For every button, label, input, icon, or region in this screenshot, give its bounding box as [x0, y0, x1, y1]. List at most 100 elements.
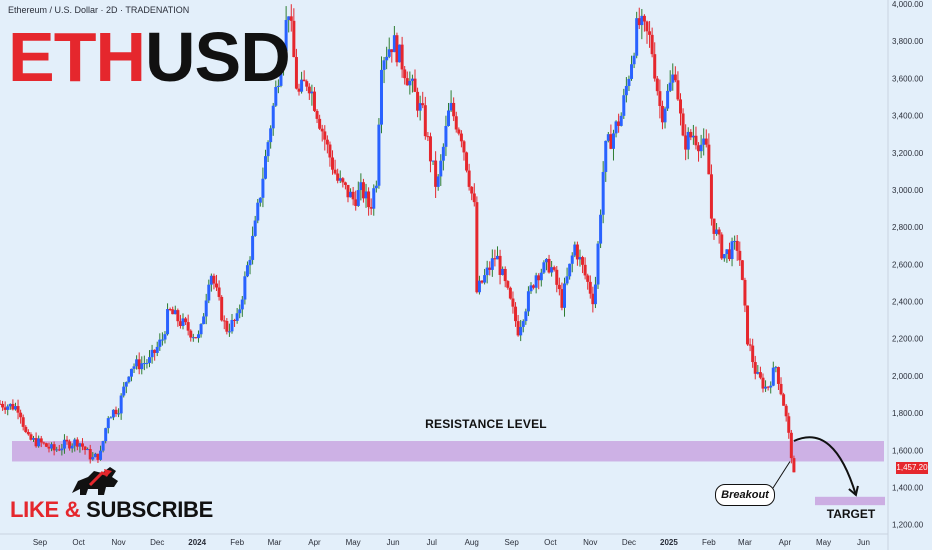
x-tick-label: Nov [583, 538, 597, 547]
candle-body [565, 276, 569, 284]
candle-body [243, 276, 247, 300]
candle-body [635, 18, 639, 56]
y-tick-label: 2,600.00 [892, 260, 924, 269]
candle-body [148, 357, 152, 363]
candle-body [1, 403, 5, 408]
x-tick-label: May [816, 538, 831, 547]
candle-body [588, 281, 592, 294]
page-title: ETHUSD [8, 18, 291, 96]
x-tick-label: Sep [33, 538, 48, 547]
x-tick-label: Sep [505, 538, 520, 547]
candle-body [771, 367, 775, 386]
candle-body [542, 262, 546, 273]
candle-body [78, 443, 82, 447]
candle-body [119, 395, 123, 414]
y-tick-label: 1,200.00 [892, 521, 924, 530]
candle-body [364, 191, 368, 199]
candle-body [586, 275, 590, 282]
candle-body [673, 74, 677, 81]
candle-body [653, 54, 657, 79]
candle-body [300, 79, 304, 92]
candle-body [514, 306, 518, 322]
resistance-level-label: RESISTANCE LEVEL [425, 417, 547, 431]
candle-body [142, 363, 146, 365]
candle-body [563, 283, 567, 308]
candle-body [279, 69, 283, 86]
candle-body [511, 298, 515, 307]
candle-body [361, 182, 365, 199]
candle-body [266, 142, 270, 157]
candle-body [663, 108, 667, 123]
candle-body [104, 428, 108, 442]
candle-body [444, 125, 448, 147]
candle-body [782, 394, 786, 406]
candle-body [351, 191, 355, 200]
candle-body [122, 386, 126, 396]
like-subscribe-banner[interactable]: LIKE & SUBSCRIBE [10, 497, 213, 523]
candle-body [297, 88, 301, 92]
y-tick-label: 1,400.00 [892, 484, 924, 493]
candle-body [575, 244, 579, 260]
candle-body [282, 51, 286, 70]
y-tick-label: 1,600.00 [892, 446, 924, 455]
projection-arrow-path [793, 436, 857, 496]
candle-body [416, 91, 420, 111]
candle-body [751, 345, 755, 363]
candle-body [191, 337, 195, 339]
candle-body [503, 268, 507, 282]
candle-body [359, 182, 363, 191]
x-tick-label: 2025 [660, 538, 678, 547]
candle-body [369, 207, 373, 209]
x-tick-label: Feb [702, 538, 716, 547]
candle-body [746, 305, 750, 345]
x-tick-label: 2024 [188, 538, 206, 547]
candle-body [320, 128, 324, 132]
candle-body [382, 60, 386, 70]
candle-body [217, 287, 221, 297]
candle-body [431, 160, 435, 162]
like-text: LIKE & [10, 497, 81, 522]
candle-body [447, 110, 451, 126]
candle-body [488, 267, 492, 270]
candle-body [722, 254, 726, 259]
candle-body [202, 316, 206, 325]
projection-arrow-head [848, 485, 859, 497]
candle-body [47, 446, 51, 449]
candle-body [776, 367, 780, 384]
candle-body [410, 78, 414, 81]
candle-body [717, 229, 721, 235]
y-tick-label: 2,000.00 [892, 372, 924, 381]
candle-body [29, 434, 33, 440]
candle-body [222, 320, 226, 322]
candle-body [32, 438, 36, 440]
candle-body [204, 300, 208, 317]
candle-body [163, 334, 167, 340]
candle-body [689, 131, 693, 138]
candle-body [604, 140, 608, 172]
candle-body [457, 129, 461, 134]
candle-body [709, 174, 713, 219]
candle-body [699, 144, 703, 152]
candle-body [287, 16, 291, 20]
resistance-zone [12, 441, 884, 462]
candle-body [544, 258, 548, 263]
candle-body [485, 267, 489, 276]
candle-body [676, 80, 680, 100]
candle-body [630, 64, 634, 79]
candle-body [274, 86, 278, 106]
x-tick-label: Aug [465, 538, 479, 547]
candle-body [740, 260, 744, 280]
candle-body [642, 15, 646, 22]
candle-body [42, 442, 46, 444]
candle-body [26, 432, 30, 435]
candle-body [137, 359, 141, 370]
candle-body [145, 362, 149, 364]
candle-body [508, 287, 512, 299]
candle-body [519, 326, 523, 336]
candle-body [294, 57, 298, 89]
candle-body [573, 244, 577, 256]
candle-body [537, 275, 541, 281]
candle-body [452, 102, 456, 117]
candle-body [13, 406, 17, 410]
